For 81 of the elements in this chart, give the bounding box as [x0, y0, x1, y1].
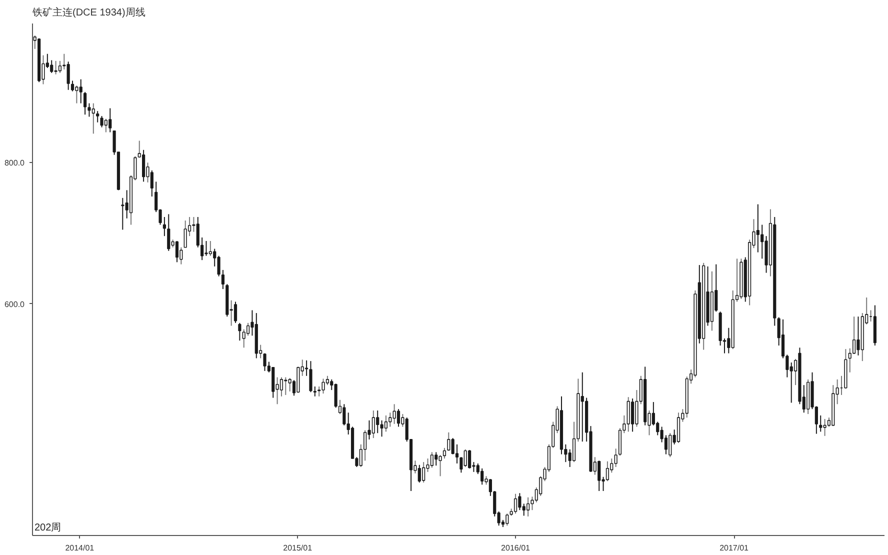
- candlestick: [54, 60, 58, 75]
- candlestick: [823, 418, 826, 436]
- candlestick: [526, 496, 530, 517]
- candlestick: [238, 322, 242, 342]
- candlestick: [430, 452, 434, 468]
- candlestick: [372, 410, 375, 439]
- candlestick: [108, 108, 112, 133]
- candlestick: [468, 450, 472, 469]
- candlestick: [75, 85, 78, 104]
- candlestick: [58, 60, 62, 74]
- candlestick: [288, 378, 292, 392]
- candlestick: [221, 269, 225, 290]
- candlestick: [852, 316, 856, 355]
- candlestick: [184, 220, 187, 248]
- candlestick: [464, 448, 467, 468]
- candlestick: [100, 116, 104, 128]
- candlestick: [342, 404, 346, 426]
- x-tick-label: 2015/01: [283, 544, 313, 552]
- candlestick: [92, 102, 95, 134]
- candlestick: [434, 452, 438, 466]
- candlestick: [246, 322, 250, 336]
- candlestick: [380, 420, 384, 438]
- candlestick: [388, 412, 392, 428]
- candlestick: [284, 376, 288, 396]
- candlestick: [480, 468, 484, 486]
- annotation: 202周: [34, 522, 62, 534]
- candlestick: [756, 204, 760, 253]
- candlestick: [309, 360, 312, 393]
- candlestick: [396, 408, 400, 428]
- candlestick: [376, 410, 380, 434]
- candlestick: [451, 438, 454, 455]
- candlestick: [598, 460, 601, 492]
- candlestick: [167, 214, 170, 252]
- candlestick: [79, 78, 82, 104]
- x-tick-label: 2016/01: [501, 544, 531, 552]
- candlestick: [305, 360, 308, 376]
- candlestick: [204, 240, 208, 256]
- y-tick-label: 800.0: [4, 158, 26, 168]
- candlestick: [668, 432, 672, 458]
- candlestick: [313, 386, 316, 397]
- candlestick: [280, 376, 284, 397]
- candlestick: [242, 328, 246, 348]
- candlestick: [606, 460, 610, 482]
- candlestick: [208, 240, 212, 256]
- candlestick: [626, 396, 630, 432]
- candlestick: [263, 352, 266, 372]
- candlestick: [121, 197, 124, 230]
- candlestick: [514, 493, 518, 514]
- candlestick: [175, 240, 179, 263]
- candlestick: [442, 447, 446, 460]
- candlestick: [819, 414, 822, 432]
- candlestick: [318, 386, 321, 397]
- candlestick: [70, 80, 74, 92]
- candlestick: [418, 464, 421, 484]
- candlestick: [96, 110, 100, 123]
- candlestick: [438, 454, 442, 477]
- candlestick: [217, 255, 220, 277]
- chart-title: 铁矿主连(DCE 1934)周线: [32, 6, 146, 18]
- candlestick: [150, 170, 154, 198]
- candlestick: [104, 118, 108, 133]
- candlestick: [580, 372, 584, 442]
- y-tick-label: 600.0: [4, 300, 26, 309]
- candlestick: [234, 301, 238, 324]
- candlestick: [83, 92, 87, 116]
- candlestick: [142, 149, 146, 182]
- candlestick: [392, 404, 396, 424]
- x-tick-label: 2014/01: [65, 544, 95, 552]
- candlestick: [66, 61, 70, 90]
- candlestick: [50, 60, 54, 74]
- candlestick: [162, 216, 166, 237]
- candlestick: [447, 432, 450, 452]
- candlestick: [856, 316, 860, 356]
- candlestick: [384, 414, 388, 432]
- candlestick: [322, 378, 325, 394]
- candlestick: [614, 448, 618, 468]
- candlestick: [506, 513, 509, 526]
- candlestick: [88, 102, 91, 118]
- candlestick: [422, 462, 426, 484]
- x-tick-label: 2017/01: [720, 544, 750, 552]
- candlestick: [630, 398, 634, 432]
- candlestick: [518, 492, 522, 511]
